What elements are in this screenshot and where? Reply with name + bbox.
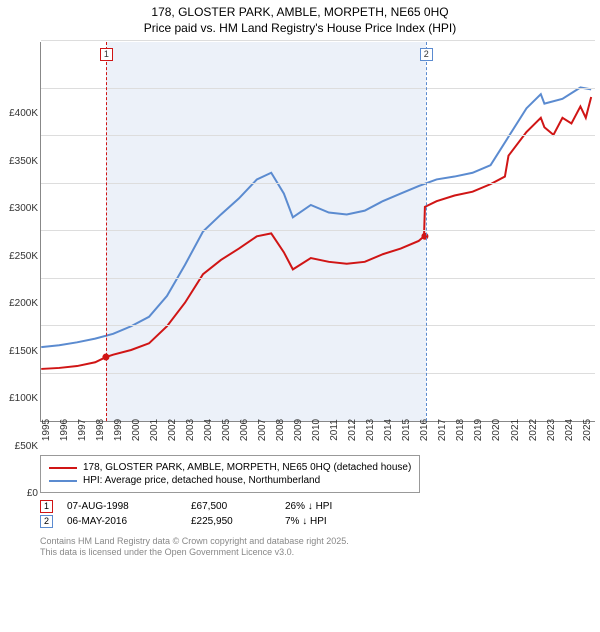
copyright-line: This data is licensed under the Open Gov… bbox=[40, 547, 349, 558]
x-axis-label: 2007 bbox=[257, 419, 268, 441]
transaction-row: 2 06-MAY-2016 £225,950 7% ↓ HPI bbox=[40, 515, 365, 528]
x-axis-label: 2011 bbox=[329, 419, 340, 441]
x-axis-label: 2024 bbox=[564, 419, 575, 441]
x-axis-label: 2003 bbox=[185, 419, 196, 441]
legend-box: 178, GLOSTER PARK, AMBLE, MORPETH, NE65 … bbox=[40, 455, 420, 493]
transaction-diff: 26% ↓ HPI bbox=[285, 501, 365, 512]
marker-vline bbox=[426, 42, 427, 421]
legend-label: HPI: Average price, detached house, Nort… bbox=[83, 475, 320, 486]
chart-title-block: 178, GLOSTER PARK, AMBLE, MORPETH, NE65 … bbox=[0, 0, 600, 36]
legend-swatch bbox=[49, 467, 77, 469]
chart-container: 178, GLOSTER PARK, AMBLE, MORPETH, NE65 … bbox=[0, 0, 600, 560]
x-axis-label: 2023 bbox=[546, 419, 557, 441]
legend-swatch bbox=[49, 480, 77, 482]
x-axis-label: 2004 bbox=[203, 419, 214, 441]
x-axis-label: 2022 bbox=[528, 419, 539, 441]
marker-box: 2 bbox=[420, 48, 433, 61]
x-axis-label: 2021 bbox=[510, 419, 521, 441]
transaction-date: 06-MAY-2016 bbox=[67, 516, 177, 527]
x-axis-label: 2002 bbox=[167, 419, 178, 441]
legend-item: HPI: Average price, detached house, Nort… bbox=[49, 475, 411, 486]
series-line-hpi bbox=[41, 87, 591, 347]
copyright-line: Contains HM Land Registry data © Crown c… bbox=[40, 536, 349, 547]
x-axis-label: 1996 bbox=[59, 419, 70, 441]
x-axis-label: 2015 bbox=[401, 419, 412, 441]
transaction-date: 07-AUG-1998 bbox=[67, 501, 177, 512]
x-axis-label: 2006 bbox=[239, 419, 250, 441]
transaction-price: £67,500 bbox=[191, 501, 271, 512]
x-axis-label: 2020 bbox=[491, 419, 502, 441]
x-axis-label: 2014 bbox=[383, 419, 394, 441]
x-axis-label: 2001 bbox=[149, 419, 160, 441]
title-line-1: 178, GLOSTER PARK, AMBLE, MORPETH, NE65 … bbox=[0, 4, 600, 20]
x-axis-label: 1998 bbox=[95, 419, 106, 441]
copyright-text: Contains HM Land Registry data © Crown c… bbox=[40, 536, 349, 558]
transaction-diff: 7% ↓ HPI bbox=[285, 516, 365, 527]
transaction-marker: 2 bbox=[40, 515, 53, 528]
x-axis-label: 2010 bbox=[311, 419, 322, 441]
x-axis-label: 1995 bbox=[41, 419, 52, 441]
transaction-row: 1 07-AUG-1998 £67,500 26% ↓ HPI bbox=[40, 500, 365, 513]
chart-svg bbox=[41, 42, 595, 421]
legend-label: 178, GLOSTER PARK, AMBLE, MORPETH, NE65 … bbox=[83, 462, 411, 473]
x-axis-label: 2013 bbox=[365, 419, 376, 441]
x-axis-label: 2025 bbox=[582, 419, 593, 441]
x-axis-label: 2018 bbox=[455, 419, 466, 441]
transactions-table: 1 07-AUG-1998 £67,500 26% ↓ HPI 2 06-MAY-2016… bbox=[40, 498, 365, 530]
x-axis-label: 2016 bbox=[419, 419, 430, 441]
x-axis-label: 1999 bbox=[113, 419, 124, 441]
x-axis-label: 1997 bbox=[77, 419, 88, 441]
marker-vline bbox=[106, 42, 107, 421]
title-line-2: Price paid vs. HM Land Registry's House … bbox=[0, 20, 600, 36]
plot-area: 1995199619971998199920002001200220032004… bbox=[40, 42, 595, 422]
marker-box: 1 bbox=[100, 48, 113, 61]
transaction-price: £225,950 bbox=[191, 516, 271, 527]
x-axis-label: 2009 bbox=[293, 419, 304, 441]
y-axis-label: £400K bbox=[9, 108, 38, 252]
transaction-marker: 1 bbox=[40, 500, 53, 513]
x-axis-label: 2005 bbox=[221, 419, 232, 441]
x-axis-label: 2008 bbox=[275, 419, 286, 441]
legend-item: 178, GLOSTER PARK, AMBLE, MORPETH, NE65 … bbox=[49, 462, 411, 473]
x-axis-label: 2012 bbox=[347, 419, 358, 441]
x-axis-label: 2017 bbox=[437, 419, 448, 441]
x-axis-label: 2019 bbox=[473, 419, 484, 441]
x-axis-label: 2000 bbox=[131, 419, 142, 441]
